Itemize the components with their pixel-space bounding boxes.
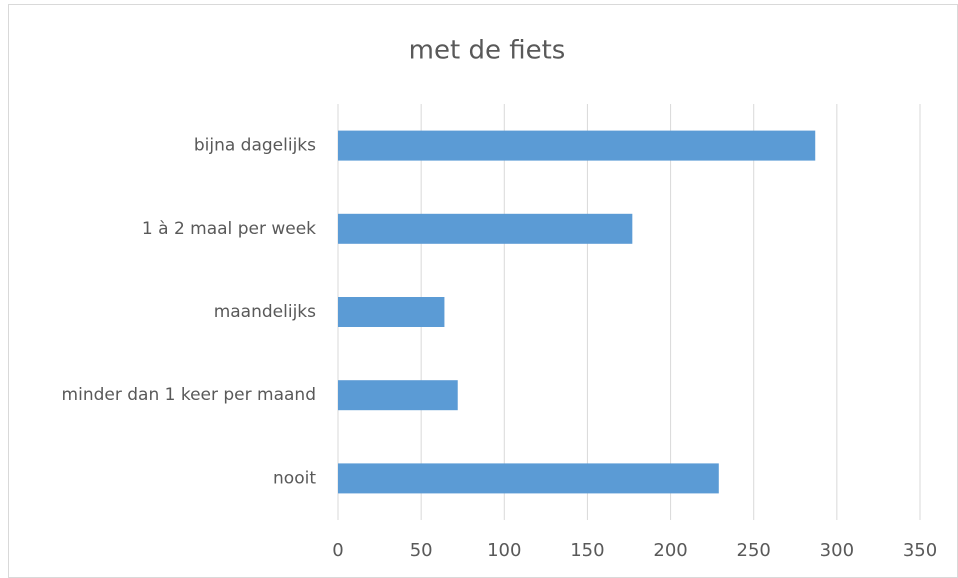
bar — [338, 213, 633, 244]
x-tick-label: 250 — [737, 540, 771, 561]
y-tick-label: nooit — [273, 468, 316, 488]
y-tick-label: bijna dagelijks — [194, 136, 316, 156]
x-tick-label: 200 — [653, 540, 687, 561]
bar — [338, 463, 719, 494]
x-tick-label: 150 — [570, 540, 604, 561]
x-tick-label: 350 — [903, 540, 937, 561]
bar — [338, 380, 458, 411]
chart-title: met de fiets — [409, 36, 566, 66]
y-tick-label: minder dan 1 keer per maand — [62, 385, 316, 405]
x-tick-label: 0 — [332, 540, 343, 561]
y-tick-label: 1 à 2 maal per week — [142, 219, 316, 239]
x-tick-label: 50 — [410, 540, 433, 561]
x-tick-label: 300 — [820, 540, 854, 561]
bar — [338, 297, 445, 327]
x-tick-label: 100 — [487, 540, 521, 561]
bar — [338, 130, 816, 161]
y-tick-label: maandelijks — [214, 302, 316, 322]
